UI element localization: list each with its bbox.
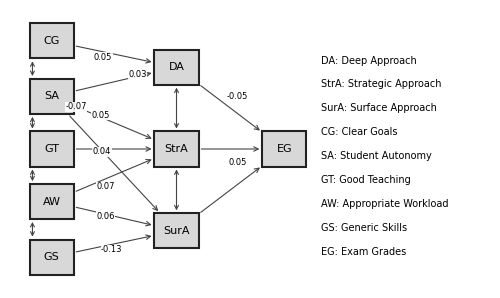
FancyBboxPatch shape bbox=[154, 213, 198, 248]
Text: -0.13: -0.13 bbox=[101, 245, 122, 254]
Text: SA: Student Autonomy: SA: Student Autonomy bbox=[321, 151, 432, 161]
Text: GT: Good Teaching: GT: Good Teaching bbox=[321, 175, 411, 185]
Text: GS: GS bbox=[44, 252, 60, 262]
Text: GS: Generic Skills: GS: Generic Skills bbox=[321, 223, 407, 233]
Text: CG: CG bbox=[44, 36, 60, 46]
Text: 0.04: 0.04 bbox=[93, 148, 111, 156]
Text: 0.07: 0.07 bbox=[96, 182, 114, 192]
FancyBboxPatch shape bbox=[30, 131, 74, 167]
Text: StrA: Strategic Approach: StrA: Strategic Approach bbox=[321, 80, 442, 89]
Text: 0.03: 0.03 bbox=[128, 70, 146, 79]
Text: AW: AW bbox=[42, 197, 60, 207]
Text: EG: Exam Grades: EG: Exam Grades bbox=[321, 247, 406, 257]
Text: GT: GT bbox=[44, 144, 59, 154]
FancyBboxPatch shape bbox=[30, 240, 74, 274]
Text: 0.05: 0.05 bbox=[92, 111, 110, 120]
Text: 0.05: 0.05 bbox=[94, 52, 112, 61]
FancyBboxPatch shape bbox=[154, 50, 198, 85]
Text: CG: Clear Goals: CG: Clear Goals bbox=[321, 127, 398, 137]
Text: -0.05: -0.05 bbox=[227, 92, 248, 101]
Text: StrA: StrA bbox=[164, 144, 188, 154]
Text: AW: Appropriate Workload: AW: Appropriate Workload bbox=[321, 199, 448, 209]
Text: DA: DA bbox=[168, 62, 184, 72]
Text: -0.07: -0.07 bbox=[66, 102, 87, 111]
Text: SurA: SurA bbox=[163, 226, 190, 236]
FancyBboxPatch shape bbox=[262, 131, 306, 167]
Text: EG: EG bbox=[276, 144, 292, 154]
FancyBboxPatch shape bbox=[30, 79, 74, 114]
Text: 0.05: 0.05 bbox=[228, 158, 247, 167]
FancyBboxPatch shape bbox=[30, 24, 74, 58]
FancyBboxPatch shape bbox=[154, 131, 198, 167]
FancyBboxPatch shape bbox=[30, 184, 74, 219]
Text: DA: Deep Approach: DA: Deep Approach bbox=[321, 55, 417, 66]
Text: SA: SA bbox=[44, 91, 59, 101]
Text: 0.06: 0.06 bbox=[96, 212, 114, 221]
Text: SurA: Surface Approach: SurA: Surface Approach bbox=[321, 103, 437, 114]
